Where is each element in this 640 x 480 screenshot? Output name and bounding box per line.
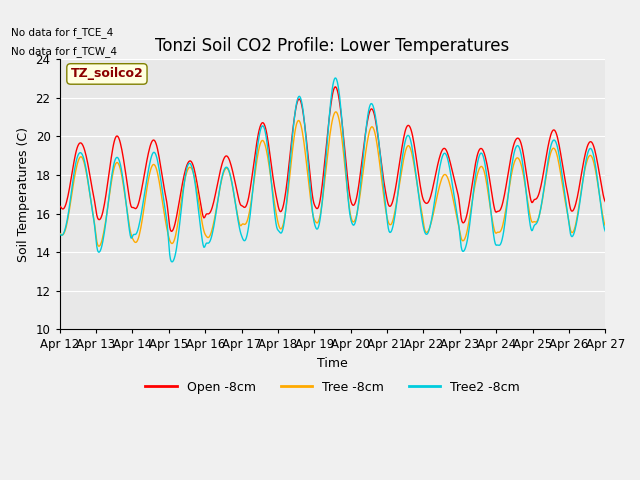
Title: Tonzi Soil CO2 Profile: Lower Temperatures: Tonzi Soil CO2 Profile: Lower Temperatur…	[156, 37, 509, 55]
Y-axis label: Soil Temperatures (C): Soil Temperatures (C)	[17, 127, 30, 262]
Text: No data for f_TCW_4: No data for f_TCW_4	[10, 46, 116, 57]
Legend: Open -8cm, Tree -8cm, Tree2 -8cm: Open -8cm, Tree -8cm, Tree2 -8cm	[140, 376, 525, 399]
X-axis label: Time: Time	[317, 357, 348, 370]
Text: No data for f_TCE_4: No data for f_TCE_4	[10, 27, 113, 38]
Text: TZ_soilco2: TZ_soilco2	[70, 68, 143, 81]
